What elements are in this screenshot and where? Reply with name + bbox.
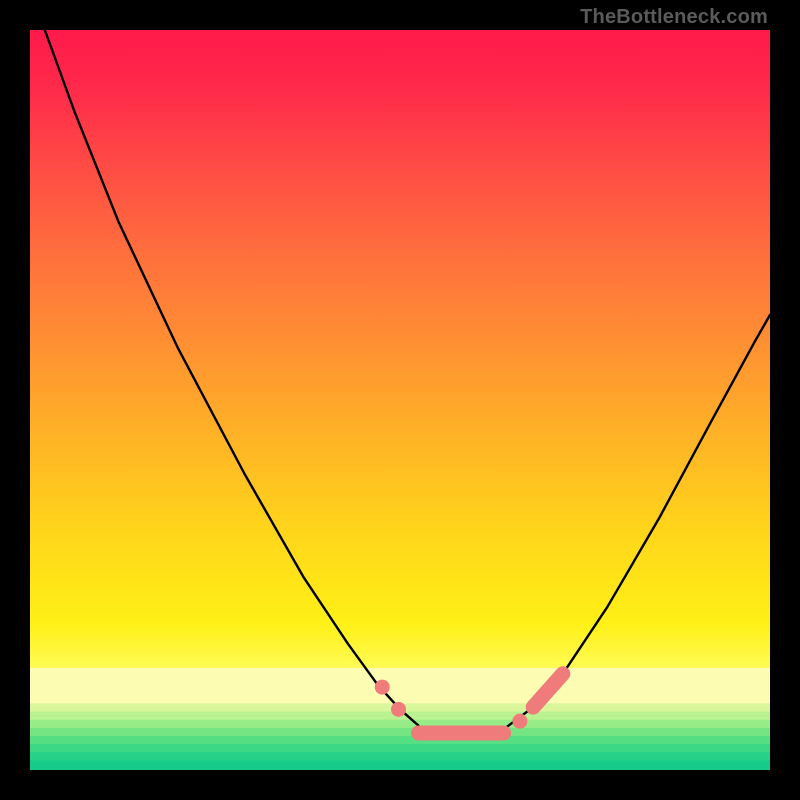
bg-band-2 bbox=[30, 720, 770, 729]
marker-dot-1 bbox=[391, 702, 406, 717]
marker-dot-0 bbox=[375, 680, 390, 695]
bg-band-6 bbox=[30, 752, 770, 761]
bg-band-3 bbox=[30, 728, 770, 737]
bg-band-4 bbox=[30, 736, 770, 745]
bg-band-5 bbox=[30, 744, 770, 753]
bg-pale-band bbox=[30, 668, 770, 704]
chart-frame: TheBottleneck.com bbox=[0, 0, 800, 800]
bg-gradient bbox=[30, 30, 770, 669]
plot-area bbox=[30, 30, 770, 770]
bg-band-7 bbox=[30, 760, 770, 770]
plot-svg bbox=[30, 30, 770, 770]
watermark-text: TheBottleneck.com bbox=[580, 6, 768, 29]
marker-dot-2 bbox=[512, 714, 527, 729]
